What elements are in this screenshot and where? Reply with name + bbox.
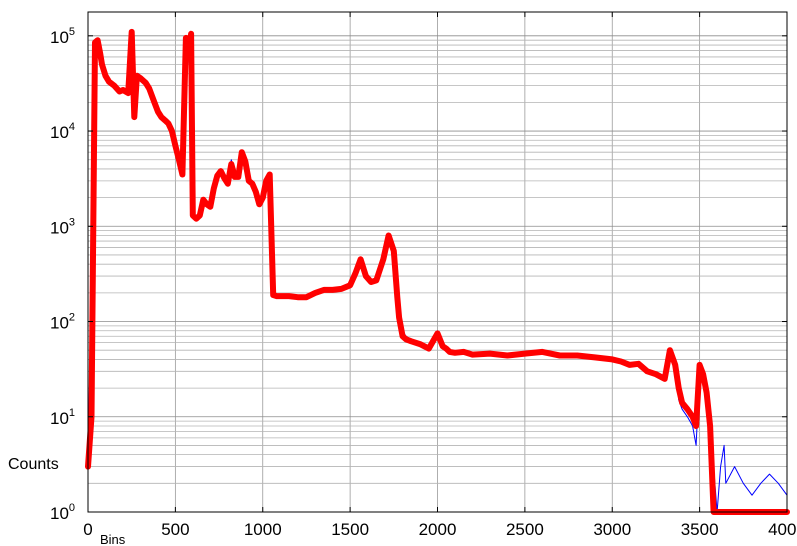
y-tick-label: 102	[50, 312, 75, 333]
x-tick-label: 0	[83, 520, 92, 539]
x-tick-labels: 0 500 1000 1500 2000 2500 3000 3500 4000	[83, 520, 797, 539]
x-tick-label: 3000	[593, 520, 631, 539]
x-axis-label: Bins	[100, 532, 126, 546]
y-tick-label: 104	[50, 121, 75, 142]
series-line-1	[85, 28, 790, 515]
y-tick-label: 103	[50, 216, 75, 237]
x-tick-label: 3500	[681, 520, 719, 539]
y-tick-label: 101	[50, 407, 75, 428]
x-tick-label: 1500	[331, 520, 369, 539]
grid	[88, 12, 787, 512]
series-layer	[85, 28, 790, 515]
y-tick-label: 105	[50, 26, 75, 47]
x-tick-label: 4000	[768, 520, 797, 539]
tick-marks	[87, 12, 788, 513]
y-tick-label: 100	[50, 502, 75, 523]
x-tick-label: 1000	[244, 520, 282, 539]
x-tick-label: 500	[161, 520, 189, 539]
x-tick-label: 2000	[419, 520, 457, 539]
x-tick-label: 2500	[506, 520, 544, 539]
y-axis-label: Counts	[8, 456, 59, 473]
y-tick-labels: 100 101 102 103 104 105	[50, 26, 75, 523]
